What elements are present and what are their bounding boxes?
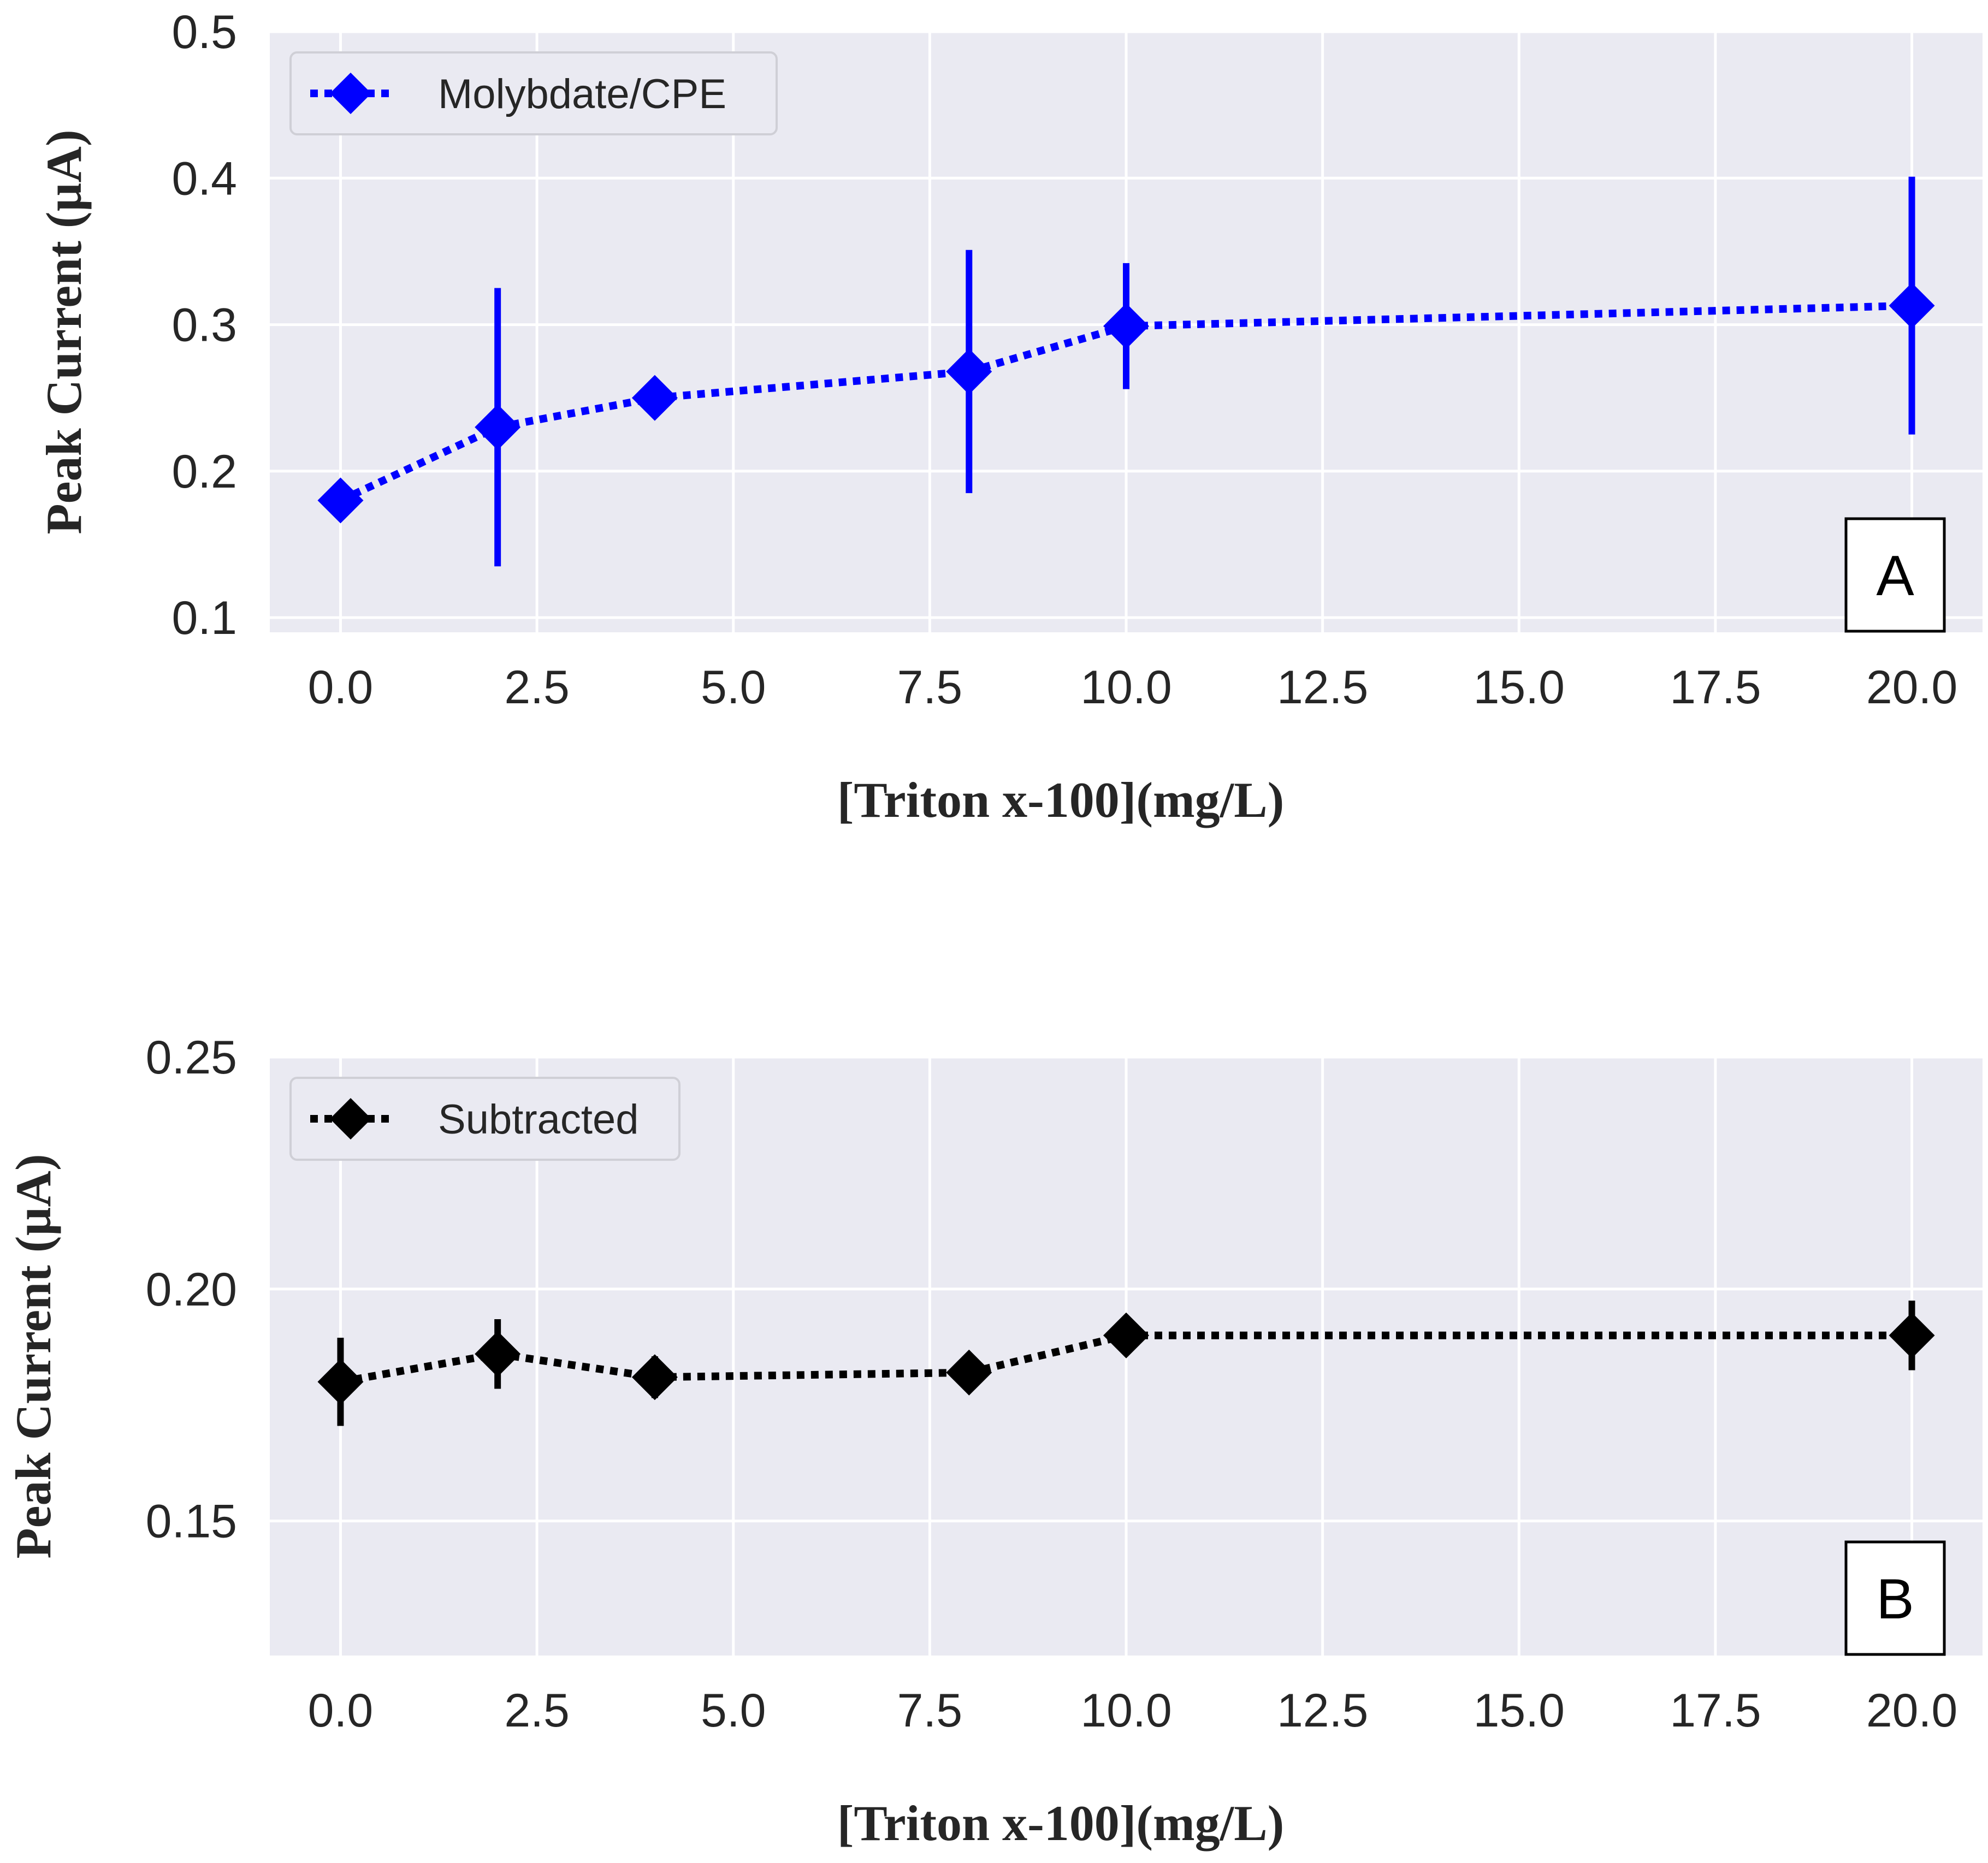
y-tick-label: 0.4 <box>171 152 237 205</box>
series-line-segment <box>496 394 656 431</box>
x-tick-label: 20.0 <box>1866 1684 1957 1737</box>
x-tick-label: 2.5 <box>504 661 570 714</box>
y-tick-label: 0.2 <box>171 446 237 498</box>
panel-label-box <box>1844 1540 1946 1656</box>
legend-box <box>289 1077 681 1161</box>
x-tick-label: 12.5 <box>1277 1684 1368 1737</box>
series-line-segment <box>654 367 969 402</box>
x-tick-label: 7.5 <box>897 1684 963 1737</box>
x-tick-label: 12.5 <box>1277 661 1368 714</box>
series-line-segment <box>340 1350 499 1386</box>
y-tick-label: 0.3 <box>171 299 237 352</box>
y-axis-title: Peak Current (µA) <box>5 1154 61 1558</box>
y-tick-label: 0.5 <box>171 6 237 58</box>
chart-panel-a: 0.0 2.5 5.0 7.5 10.0 12.5 15.0 17.5 20.0 0.1 0.2 0.… <box>36 6 1983 828</box>
data-point <box>1103 303 1149 349</box>
x-axis-title: [Triton x-100](mg/L) <box>837 772 1284 828</box>
series-line-segment <box>968 1331 1127 1377</box>
x-tick-label: 17.5 <box>1670 661 1761 714</box>
x-axis-title: [Triton x-100](mg/L) <box>837 1795 1284 1851</box>
x-tick-label: 15.0 <box>1474 661 1565 714</box>
panel-label-box <box>1844 517 1946 633</box>
legend-label: Subtracted <box>438 1096 639 1143</box>
x-tick-label: 5.0 <box>701 661 766 714</box>
series-line-segment <box>497 1350 655 1381</box>
data-point <box>317 1358 364 1405</box>
panel-label: B <box>1876 1568 1914 1631</box>
data-point <box>317 477 364 524</box>
x-tick-label: 7.5 <box>897 661 963 714</box>
x-tick-label: 10.0 <box>1080 1684 1172 1737</box>
panel-label: A <box>1876 544 1914 608</box>
x-tick-label: 17.5 <box>1670 1684 1761 1737</box>
legend-box <box>289 51 778 135</box>
data-point <box>946 1349 992 1396</box>
series-line-segment <box>1126 301 1912 330</box>
legend: Molybdate/CPE <box>289 51 778 135</box>
y-tick-label: 0.20 <box>146 1263 237 1316</box>
data-point <box>1103 1312 1149 1358</box>
series-line-segment <box>339 424 500 504</box>
x-tick-label: 0.0 <box>308 1684 374 1737</box>
data-point <box>631 1354 678 1401</box>
chart-panel-b: 0.0 2.5 5.0 7.5 10.0 12.5 15.0 17.5 20.0 0.15 0.20… <box>5 1031 1983 1851</box>
y-tick-label: 0.15 <box>146 1496 237 1548</box>
series-line-segment <box>654 1368 969 1381</box>
x-tick-label: 5.0 <box>701 1684 766 1737</box>
data-point <box>946 348 992 395</box>
legend: Subtracted <box>289 1077 681 1161</box>
series-molybdate-cpe <box>317 176 1935 567</box>
x-tick-label: 0.0 <box>308 661 374 714</box>
x-tick-label: 2.5 <box>504 1684 570 1737</box>
x-tick-label: 10.0 <box>1080 661 1172 714</box>
data-point <box>475 404 521 450</box>
legend-marker <box>330 73 371 114</box>
data-point <box>1889 1312 1935 1358</box>
x-tick-label: 15.0 <box>1474 1684 1565 1737</box>
series-subtracted <box>317 1301 1935 1426</box>
y-axis-title: Peak Current (µA) <box>36 129 92 534</box>
y-tick-label: 0.1 <box>171 592 237 644</box>
data-point <box>1889 282 1935 329</box>
x-tick-label: 20.0 <box>1866 661 1957 714</box>
legend-marker <box>330 1098 371 1140</box>
y-tick-label: 0.25 <box>146 1031 237 1084</box>
legend-label: Molybdate/CPE <box>438 71 726 117</box>
data-point <box>475 1331 521 1377</box>
data-point <box>631 375 678 421</box>
